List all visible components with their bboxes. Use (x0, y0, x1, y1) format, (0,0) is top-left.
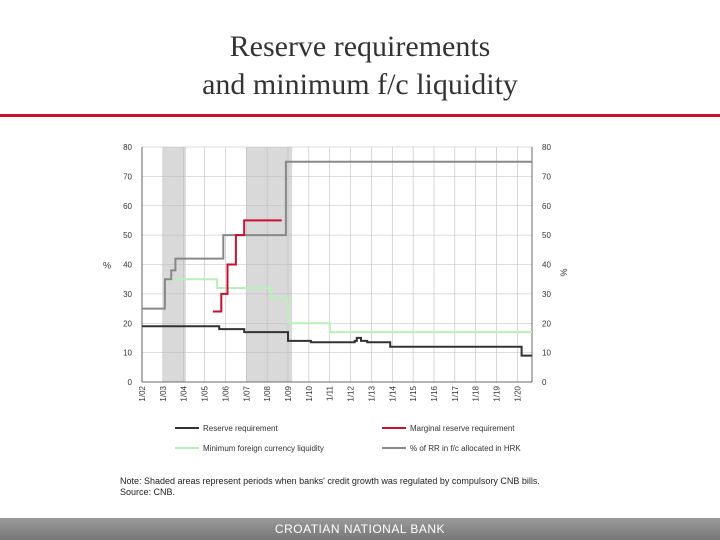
series-line (142, 160, 532, 310)
x-tick-label: 1/14 (388, 385, 397, 401)
y-tick-label-left: 40 (123, 261, 132, 270)
x-tick-label: 1/20 (513, 385, 522, 401)
y-tick-label-right: 20 (542, 319, 551, 328)
x-tick-label: 1/17 (451, 385, 460, 401)
footer-label: CROATIAN NATIONAL BANK (274, 522, 446, 536)
series-line (212, 219, 282, 313)
legend-label: Marginal reserve requirement (410, 424, 515, 433)
x-tick-label: 1/07 (242, 385, 251, 401)
y-tick-label-right: 70 (542, 172, 551, 181)
x-tick-label: 1/13 (367, 385, 376, 401)
x-tick-label: 1/15 (409, 385, 418, 401)
x-tick-label: 1/10 (305, 385, 314, 401)
x-tick-label: 1/12 (347, 385, 356, 401)
y-tick-label-left: 70 (123, 172, 132, 181)
chart-source: Source: CNB. (120, 487, 176, 497)
series-line (162, 278, 532, 334)
x-tick-label: 1/08 (263, 385, 272, 401)
y-tick-label-right: 10 (542, 349, 551, 358)
y-tick-label-left: 80 (123, 143, 132, 152)
x-tick-label: 1/18 (472, 385, 481, 401)
x-tick-label: 1/03 (159, 385, 168, 401)
x-tick-label: 1/19 (493, 385, 502, 401)
y-tick-label-left: 60 (123, 202, 132, 211)
title-divider (0, 114, 720, 117)
x-tick-label: 1/04 (180, 385, 189, 401)
y-tick-label-left: 10 (123, 349, 132, 358)
x-tick-label: 1/11 (326, 385, 335, 401)
legend-label: Reserve requirement (203, 424, 278, 433)
y-tick-label-right: 30 (542, 290, 551, 299)
y-tick-label-left: 20 (123, 319, 132, 328)
x-tick-label: 1/02 (138, 385, 147, 401)
footer-bar: CROATIAN NATIONAL BANK (0, 518, 720, 540)
x-tick-label: 1/09 (284, 385, 293, 401)
series-line (142, 325, 532, 357)
reserve-requirements-chart: 0 0 10 10 20 20 30 30 40 40 50 50 60 60 70 70 80 80 1/02 1/… (103, 143, 569, 453)
y-tick-label-right: 40 (542, 261, 551, 270)
legend-label: % of RR in f/c allocated in HRK (410, 444, 521, 453)
y-tick-label-right: 0 (542, 378, 547, 387)
y-tick-label-left: 50 (123, 231, 132, 240)
y-tick-label-right: 80 (542, 143, 551, 152)
y-tick-label-left: 30 (123, 290, 132, 299)
x-tick-label: 1/06 (221, 385, 230, 401)
slide-title: Reserve requirements and minimum f/c liq… (0, 28, 720, 104)
y-tick-label-right: 60 (542, 202, 551, 211)
y-axis-label-right: % (559, 268, 569, 276)
x-tick-label: 1/16 (430, 385, 439, 401)
y-axis-label-left: % (103, 261, 111, 271)
x-tick-label: 1/05 (201, 385, 210, 401)
slide-title-line-1: Reserve requirements (229, 30, 491, 63)
y-tick-label-right: 50 (542, 231, 551, 240)
y-tick-label-left: 0 (128, 378, 133, 387)
legend-label: Minimum foreign currency liquidity (203, 444, 324, 453)
chart-note: Note: Shaded areas represent periods whe… (120, 476, 540, 486)
slide-title-line-2: and minimum f/c liquidity (202, 68, 518, 101)
chart-notes: Note: Shaded areas represent periods whe… (120, 476, 680, 498)
